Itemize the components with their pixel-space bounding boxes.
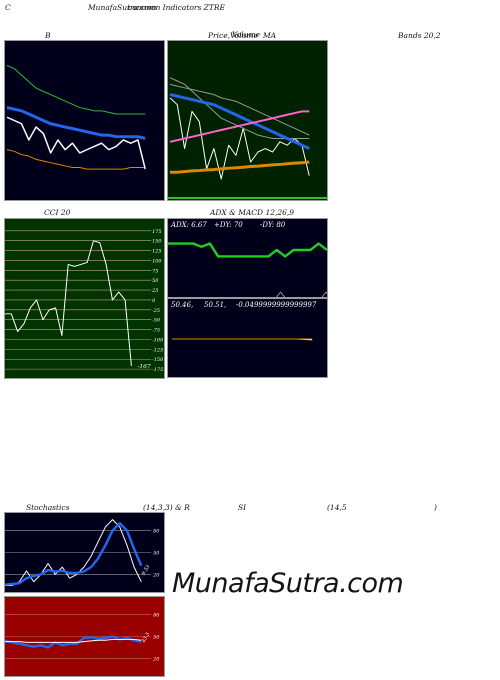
price-ma-orange-line <box>169 160 310 174</box>
rsi-chart: 80 50 20 43.5 <box>5 613 159 662</box>
adx-marker <box>321 291 327 297</box>
rsi-tick-label: 50 <box>153 634 159 640</box>
bollinger-panel <box>4 40 165 201</box>
rsi-rsi-ma-line <box>5 638 142 643</box>
macd-value-1: 50.46, <box>171 301 194 309</box>
volume-title-overlap: Volume <box>232 30 261 39</box>
cci-tick-label: 0 <box>152 298 155 304</box>
stoch-tick-label: 50 <box>153 550 159 556</box>
stoch-chart: 80 50 209.53 <box>5 519 159 586</box>
price-chart <box>168 77 327 200</box>
bollinger-chart <box>6 64 146 170</box>
adx-label: ADX: 6.67 <box>171 221 207 229</box>
rsi-close: ) <box>434 503 437 512</box>
stoch-panel: 80 50 20 9.53 <box>4 512 165 593</box>
cci-last-label: -167 <box>137 364 151 370</box>
header-title-overlap: common Indicators ZTRE <box>128 3 226 12</box>
stoch-tick-label: 80 <box>153 529 159 535</box>
bb-upper-line <box>6 64 146 115</box>
rsi-panel: 80 50 20 43.5 <box>4 596 165 677</box>
cci-tick-label: 100 <box>152 258 161 264</box>
rsi-last-label: 43.5 <box>140 631 151 644</box>
price-title: Price, <box>208 31 231 40</box>
volume-title: Volume <box>230 31 259 40</box>
cci-tick-label: -75 <box>152 328 160 334</box>
bb-middle-line <box>6 106 146 140</box>
adx-chart <box>168 242 327 297</box>
bb-lower-line <box>6 149 146 170</box>
cci-tick-label: 150 <box>152 239 161 245</box>
cci-tick-label: 75 <box>152 268 158 274</box>
cci-tick-label: 175 <box>152 229 161 235</box>
cci-panel: 175 150 125 100 75 50 25 0 -25 -50 -75 -100 -125 -150… <box>4 218 165 379</box>
macd-chart <box>171 338 313 341</box>
cci-chart: 175 150 125 100 75 50 25 0 -25 -50 -75 -100 -125 -150… <box>5 229 163 373</box>
price-ma-c-line <box>169 93 310 150</box>
rsi-tick-label: 80 <box>153 613 159 619</box>
cci-title: CCI 20 <box>44 208 71 217</box>
header-letter: C <box>5 3 11 12</box>
stoch-title: Stochastics <box>26 503 70 512</box>
adx-line <box>168 242 327 258</box>
cci-tick-label: -50 <box>152 318 160 324</box>
stoch-tick-label: 20 <box>152 572 159 578</box>
adx-macd-title: ADX & MACD 12,26,9 <box>210 208 295 217</box>
rsi-params: (14,5 <box>327 503 347 512</box>
rsi-title: SI <box>238 503 247 512</box>
macd-value-3: -0.0499999999999997 <box>236 301 317 309</box>
adx-panel: ADX: 6.67 +DY: 70 -DY: 80 <box>167 218 328 298</box>
bands-right-title: Bands 20,2 <box>398 31 441 40</box>
stoch-slow-d-line <box>5 522 143 586</box>
price-ma-a-line <box>169 77 310 139</box>
bbands-title: B <box>45 31 51 40</box>
header-title: MunafaSutra.com <box>88 3 157 12</box>
macd-value-2: 50.51, <box>204 301 227 309</box>
ma-title: MA <box>263 31 277 40</box>
cci-line <box>5 240 132 366</box>
price-price-line <box>169 97 310 180</box>
cci-tick-label: 50 <box>152 278 158 284</box>
price-ma-pink-line <box>169 110 310 143</box>
cci-tick-label: 125 <box>152 249 161 255</box>
stoch-params: (14,3,3) & R <box>143 503 190 512</box>
price-ma-b-line <box>169 83 310 136</box>
rsi-tick-label: 20 <box>152 656 159 662</box>
cci-tick-label: -25 <box>152 308 160 314</box>
cci-tick-label: -100 <box>152 337 163 343</box>
cci-tick-label: 25 <box>151 288 158 294</box>
watermark: MunafaSutra.com <box>172 568 404 599</box>
price-panel <box>167 40 328 201</box>
macd-panel: 50.46, 50.51, -0.0499999999999997 <box>167 298 328 378</box>
cci-tick-label: -150 <box>152 357 163 363</box>
bb-close-line <box>6 116 146 170</box>
minus-di-label: -DY: 80 <box>260 221 286 229</box>
stoch-last-label: 9.53 <box>141 564 152 576</box>
cci-tick-label: -175 <box>152 367 163 373</box>
cci-tick-label: -125 <box>152 347 163 353</box>
plus-di-label: +DY: 70 <box>214 221 243 229</box>
adx-marker <box>276 291 285 297</box>
